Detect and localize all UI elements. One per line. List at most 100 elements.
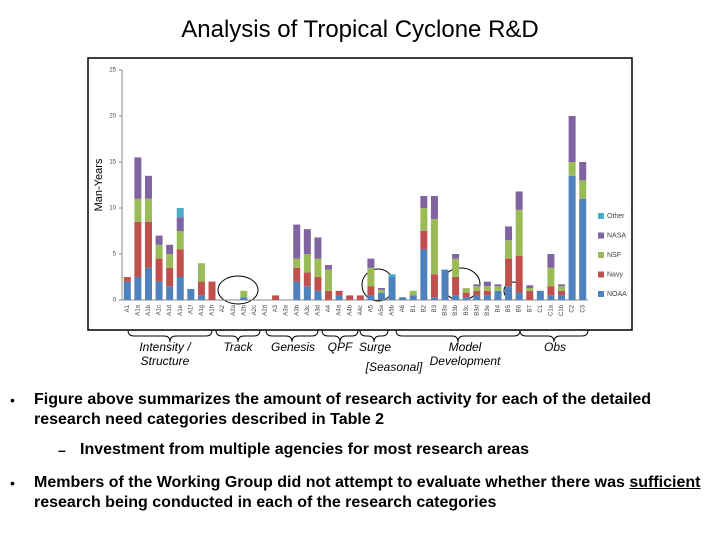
slide-title: Analysis of Tropical Cyclone R&D: [181, 16, 539, 43]
x-tick-label: A5: [368, 304, 374, 312]
bar-segment: [452, 258, 460, 277]
bar-segment: [547, 254, 555, 268]
bar-segment: [367, 267, 375, 287]
x-tick-label: B2: [421, 304, 427, 312]
text: research being conducted in each of the …: [34, 494, 497, 511]
text: Members of the Working Group did not att…: [34, 474, 630, 491]
bar-segment: [293, 267, 301, 282]
y-tick-label: 0: [113, 298, 117, 304]
bar-segment: [388, 274, 396, 277]
x-tick-label: A1b: [146, 304, 152, 315]
x-tick-label: A2: [220, 304, 226, 312]
legend-label: NASA: [607, 232, 626, 239]
legend-label: NSF: [607, 252, 621, 259]
x-tick-label: B6: [517, 304, 523, 312]
x-tick-label: C1: [538, 304, 544, 312]
bar-segment: [579, 162, 587, 181]
bar-segment: [155, 258, 163, 282]
x-tick-label: A3c: [305, 305, 311, 315]
y-axis-label: Man-Years: [93, 158, 105, 211]
bar-segment: [335, 290, 343, 296]
bar-segment: [176, 277, 184, 300]
bar-segment: [494, 284, 502, 287]
emphasis: sufficient: [629, 474, 701, 491]
bar-segment: [367, 295, 375, 300]
bar-segment: [473, 295, 481, 300]
x-tick-label: A6: [400, 304, 406, 312]
bar-segment: [176, 231, 184, 250]
y-tick-label: 20: [109, 114, 116, 120]
legend-swatch: [598, 213, 604, 219]
bar-segment: [377, 292, 385, 300]
bar-segment: [430, 196, 438, 220]
bar-segment: [547, 295, 555, 300]
brace: [127, 329, 213, 343]
x-tick-label: A1f: [188, 305, 194, 314]
x-tick-label: B7: [527, 304, 533, 312]
bar-segment: [515, 191, 523, 210]
group-label: Model Development: [429, 340, 501, 368]
bar-segment: [197, 295, 205, 300]
bar-segment: [377, 289, 385, 293]
bar-segment: [430, 274, 438, 298]
bar-segment: [420, 249, 428, 300]
bar-segment: [526, 285, 534, 289]
bar-segment: [240, 297, 248, 300]
legend-swatch: [598, 252, 604, 258]
bar-segment: [409, 290, 417, 296]
bar-segment: [314, 277, 322, 291]
bar-segment: [155, 235, 163, 245]
bar-segment: [558, 290, 566, 296]
bar-segment: [505, 226, 513, 241]
x-tick-label: A3d: [316, 305, 322, 316]
bar-segment: [144, 221, 152, 268]
bar-segment: [409, 295, 417, 300]
bar-segment: [505, 286, 513, 300]
bar-segment: [420, 208, 428, 231]
bar-segment: [176, 217, 184, 231]
bar-segment: [166, 244, 174, 254]
x-tick-label: C2: [570, 304, 576, 312]
bar-segment: [314, 290, 322, 300]
bullet-dash: –: [58, 442, 66, 458]
bar-segment: [187, 288, 195, 300]
bar-segment: [293, 224, 301, 259]
x-tick-label: A1h: [210, 305, 216, 316]
bar-segment: [367, 258, 375, 268]
bar-segment: [134, 198, 142, 222]
bar-segment: [303, 254, 311, 273]
bar-segment: [536, 290, 544, 300]
bar-segment: [272, 295, 280, 300]
bullet-dot: •: [10, 392, 15, 408]
brace: [265, 329, 319, 343]
bar-segment: [579, 198, 587, 300]
x-tick-label: B3e: [485, 304, 491, 315]
bar-segment: [325, 290, 333, 300]
bar-segment: [483, 290, 491, 296]
brace: [395, 329, 521, 343]
sub-bullet: Investment from multiple agencies for mo…: [80, 441, 530, 458]
bar-segment: [367, 286, 375, 296]
bar-segment: [166, 254, 174, 268]
y-tick-label: 10: [109, 206, 116, 212]
bar-segment: [144, 198, 152, 222]
x-tick-label: B3c: [464, 305, 470, 315]
x-tick-label: B3d: [474, 305, 480, 316]
bar-segment: [430, 219, 438, 275]
x-tick-label: B5: [506, 304, 512, 312]
bar-segment: [515, 255, 523, 293]
legend-swatch: [598, 271, 604, 278]
bar-segment: [526, 288, 534, 291]
bar-segment: [134, 221, 142, 277]
x-tick-label: A5b: [390, 304, 396, 315]
bar-segment: [134, 277, 142, 300]
bar-segment: [473, 286, 481, 291]
bar-segment: [547, 267, 555, 287]
group-label: Genesis: [270, 340, 316, 354]
x-tick-label: C3: [580, 304, 586, 312]
x-tick-label: A2c: [252, 305, 258, 315]
bar-segment: [303, 229, 311, 254]
bar-segment: [155, 244, 163, 259]
bar-segment: [388, 277, 396, 300]
